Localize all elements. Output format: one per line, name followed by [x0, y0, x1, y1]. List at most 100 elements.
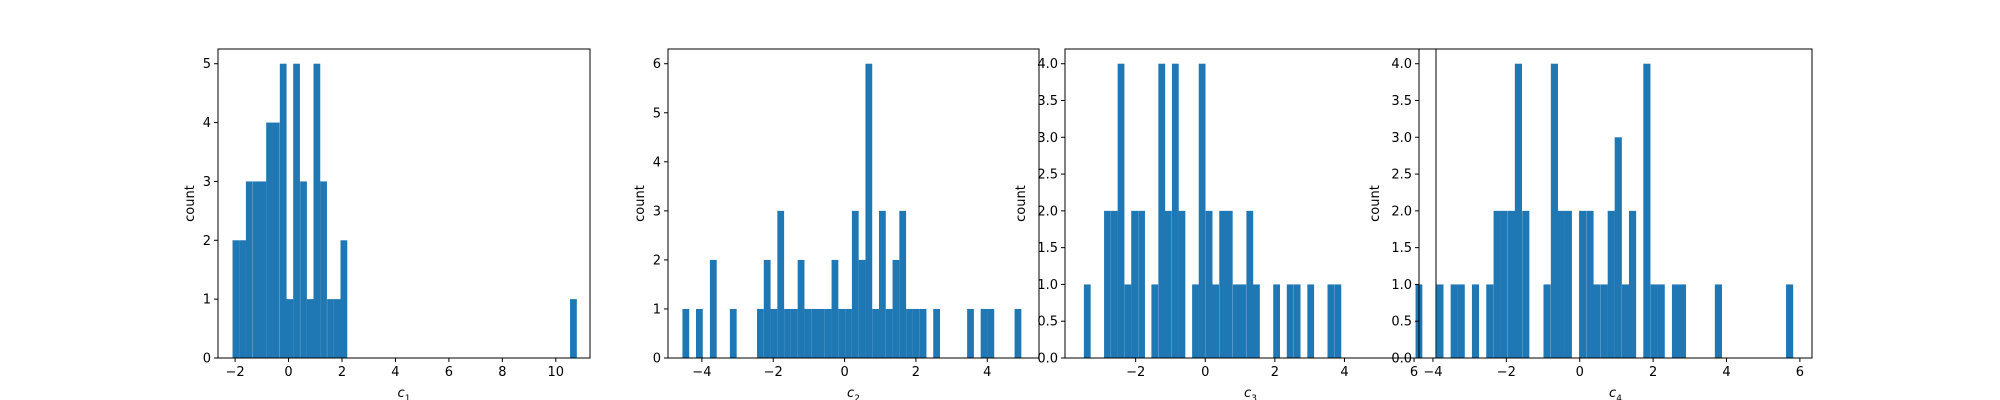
y-tick-label: 0 [653, 352, 661, 367]
x-tick-label: 4 [983, 365, 991, 380]
x-axis-label: c1 [398, 386, 411, 400]
histogram-bar [1164, 210, 1172, 358]
x-tick-label: 4 [1722, 365, 1730, 380]
x-tick-label: −2 [1126, 365, 1145, 380]
x-tick-label: 6 [1796, 365, 1804, 380]
y-tick-label: 1.5 [1391, 241, 1412, 256]
y-tick-label: 4.0 [1391, 57, 1412, 72]
histogram-bar [851, 210, 859, 358]
x-axis-label-symbol: c [398, 386, 405, 400]
histogram-bar [831, 259, 839, 358]
histogram-bar [709, 259, 717, 358]
axes-frame [1418, 48, 1813, 359]
y-tick-label: 6 [653, 57, 661, 72]
y-tick-label: 3.0 [1391, 131, 1412, 146]
histogram-bar [912, 308, 920, 358]
y-tick-label: 2 [203, 234, 211, 249]
x-tick-label: 0 [1201, 365, 1209, 380]
x-tick-label: 4 [391, 365, 399, 380]
axes-frame [667, 48, 1040, 359]
y-tick-label: 2.5 [1037, 168, 1058, 183]
histogram-bar [1205, 210, 1213, 358]
x-axis-label: c4 [1609, 386, 1622, 400]
histogram-bar [933, 308, 941, 358]
histogram-bar [1714, 284, 1723, 358]
histogram-bar [1117, 63, 1125, 358]
histogram-bar [1131, 210, 1138, 358]
histogram-bar [872, 308, 880, 358]
x-tick-label: 2 [1271, 365, 1279, 380]
histogram-bar [1192, 284, 1199, 358]
x-tick-label: 0 [1576, 365, 1584, 380]
histogram-bar [245, 181, 253, 358]
histogram-bar [770, 308, 778, 358]
y-tick-label: 0.0 [1037, 352, 1058, 367]
histogram-bar [313, 63, 321, 358]
y-tick-label: 4.0 [1037, 57, 1058, 72]
x-tick-label: 0 [840, 365, 848, 380]
histogram-bar [1522, 210, 1530, 358]
histogram-bar [1232, 284, 1240, 358]
histogram-bar [1457, 284, 1465, 358]
x-tick-label: −2 [1497, 365, 1516, 380]
histogram-bar [1083, 284, 1091, 358]
y-tick-label: 2.0 [1037, 204, 1058, 219]
y-tick-label: 3.5 [1391, 94, 1412, 109]
y-tick-label: 1.5 [1037, 241, 1058, 256]
histogram-bar [1786, 284, 1794, 358]
histogram-bar [279, 63, 287, 358]
axes-frame [217, 48, 591, 359]
histogram-bar [1327, 284, 1335, 358]
histogram-bar [967, 308, 974, 358]
histogram-bar [818, 308, 825, 358]
x-axis-label: c3 [1244, 386, 1257, 400]
histogram-bar [696, 308, 703, 358]
histogram-bar [1124, 284, 1132, 358]
histogram-bar [1586, 210, 1594, 358]
histogram-bar [266, 122, 273, 358]
x-tick-label: 4 [1340, 365, 1348, 380]
histogram-bar [1014, 308, 1022, 358]
histogram-bar [987, 308, 995, 358]
x-tick-label: 10 [548, 365, 565, 380]
histogram-bar [763, 259, 771, 358]
histogram-bar [899, 210, 907, 358]
histogram-bar [1557, 210, 1565, 358]
y-tick-label: 3.5 [1037, 94, 1058, 109]
histogram-bar [1593, 284, 1601, 358]
histogram-bar [1493, 210, 1501, 358]
y-tick-label: 2.5 [1391, 168, 1412, 183]
histogram-bar [858, 259, 866, 358]
histogram-bar [300, 181, 307, 358]
histogram-bar [1273, 284, 1280, 358]
y-tick-label: 0 [203, 352, 211, 367]
x-axis-label-subscript: 4 [1616, 394, 1622, 400]
histogram-bar [1450, 284, 1458, 358]
histogram-bar [1219, 210, 1227, 358]
histogram-bar [865, 63, 873, 358]
x-axis-label-symbol: c [1609, 386, 1616, 400]
histogram-bar [327, 299, 334, 358]
histogram-bar [1622, 284, 1630, 358]
y-tick-label: 1.0 [1391, 278, 1412, 293]
histogram-bar [252, 181, 260, 358]
histogram-bar [293, 63, 300, 358]
x-tick-label: 2 [338, 365, 346, 380]
histogram-bar [1151, 284, 1159, 358]
histogram-bar [784, 308, 791, 358]
histogram-bar [1436, 284, 1444, 358]
histogram-bar [1138, 210, 1145, 358]
histogram-bar [682, 308, 690, 358]
histogram-bar [1514, 63, 1523, 358]
x-axis-label: c2 [847, 386, 860, 400]
histogram-bar [1500, 210, 1508, 358]
x-tick-label: 6 [1410, 365, 1418, 380]
histogram-bar [1178, 210, 1186, 358]
histogram-bar [892, 259, 900, 358]
x-axis-label-subscript: 2 [854, 394, 860, 400]
y-axis-label: count [183, 185, 198, 222]
histogram-bar [1564, 210, 1572, 358]
y-axis-label: count [633, 185, 648, 222]
x-axis-label-symbol: c [847, 386, 854, 400]
